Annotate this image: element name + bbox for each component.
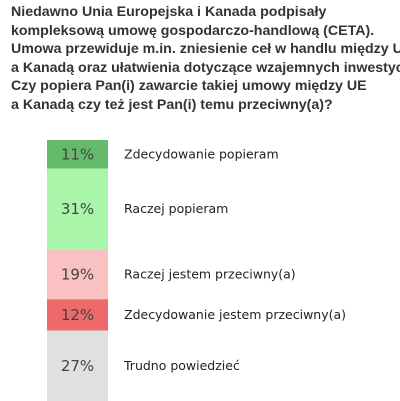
- category-label: Trudno powiedzieć: [123, 358, 240, 373]
- question-line: a Kanadą czy też jest Pan(i) temu przeci…: [11, 96, 333, 113]
- bar-segment: [47, 299, 108, 331]
- value-label: 11%: [61, 145, 94, 163]
- bar-segment: [47, 330, 108, 401]
- bar-segment: [47, 168, 108, 250]
- category-label: Raczej jestem przeciwny(a): [124, 266, 296, 281]
- value-label: 12%: [61, 306, 94, 324]
- category-label: Zdecydowanie popieram: [124, 146, 279, 161]
- category-label: Raczej popieram: [124, 201, 228, 216]
- bar-segment: [47, 249, 108, 300]
- question-line: a Kanadą oraz ułatwienia dotyczące wzaje…: [11, 59, 400, 76]
- question-text: Niedawno Unia Europejska i Kanada podpis…: [11, 3, 400, 114]
- question-line: Czy popiera Pan(i) zawarcie takiej umowy…: [11, 78, 367, 94]
- value-label: 31%: [61, 200, 94, 218]
- bar-segment: [47, 140, 108, 169]
- value-label: 27%: [61, 357, 94, 375]
- question-line: Niedawno Unia Europejska i Kanada podpis…: [11, 4, 327, 20]
- question-line: kompleksową umowę gospodarczo-handlową (…: [11, 22, 375, 39]
- question-line: Umowa przewiduje m.in. zniesienie ceł w …: [11, 41, 400, 57]
- category-label: Zdecydowanie jestem przeciwny(a): [124, 307, 346, 322]
- value-label: 19%: [61, 265, 94, 283]
